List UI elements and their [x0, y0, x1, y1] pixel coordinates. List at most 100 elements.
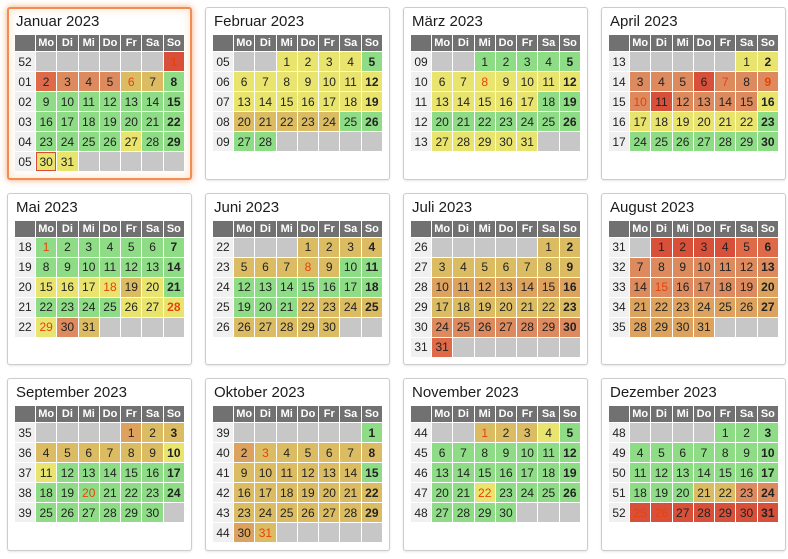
- weekday-header-mi: Mi: [672, 220, 693, 237]
- empty-day-cell: [517, 503, 538, 523]
- weekday-header-mi: Mi: [474, 406, 495, 423]
- empty-day-cell: [538, 503, 559, 523]
- weekday-header-mi: Mi: [78, 220, 99, 237]
- day-cell: 20: [78, 483, 99, 503]
- weekday-header-fr: Fr: [319, 406, 340, 423]
- day-cell: 11: [715, 257, 736, 277]
- day-cell: 12: [297, 463, 319, 483]
- day-cell: 28: [163, 297, 184, 317]
- day-cell: 16: [297, 92, 319, 111]
- week-number: 04: [15, 132, 35, 151]
- weekday-header-sa: Sa: [538, 220, 559, 237]
- weekday-header-do: Do: [693, 406, 715, 423]
- weekday-header-fr: Fr: [517, 406, 538, 423]
- day-cell: 8: [715, 443, 736, 463]
- empty-day-cell: [57, 52, 78, 71]
- day-cell: 26: [559, 112, 580, 131]
- day-cell: 27: [234, 132, 255, 151]
- week-number: 13: [411, 132, 431, 151]
- week-column-header: [15, 35, 35, 51]
- weekday-header-sa: Sa: [538, 35, 559, 51]
- week-number: 21: [15, 297, 35, 317]
- day-cell: 5: [672, 72, 693, 91]
- day-cell: 14: [340, 463, 361, 483]
- day-cell: 16: [234, 483, 255, 503]
- weekday-header-do: Do: [693, 35, 715, 51]
- empty-day-cell: [36, 423, 57, 443]
- weekday-header-mo: Mo: [432, 220, 453, 237]
- day-cell: 3: [163, 423, 184, 443]
- week-number: 28: [411, 277, 431, 297]
- weekday-header-mo: Mo: [234, 220, 255, 237]
- day-cell: 9: [495, 72, 517, 91]
- weekday-header-mi: Mi: [78, 406, 99, 423]
- day-cell: 7: [276, 257, 297, 277]
- day-cell: 10: [517, 443, 538, 463]
- week-number: 51: [609, 483, 629, 503]
- week-number: 31: [609, 237, 629, 257]
- empty-day-cell: [78, 52, 99, 71]
- week-number: 09: [411, 52, 431, 71]
- empty-day-cell: [453, 52, 474, 71]
- day-cell: 6: [757, 237, 778, 257]
- day-cell: 10: [517, 72, 538, 91]
- day-cell: 3: [630, 72, 651, 91]
- day-cell: 2: [57, 237, 78, 257]
- week-number: 48: [609, 423, 629, 443]
- day-cell: 9: [495, 443, 517, 463]
- month-panel-september-2023: September 2023 Mo Di Mi Do Fr Sa So 35 1 2 3 36 4 5 6 7 8…: [7, 378, 192, 551]
- day-cell: 16: [559, 277, 580, 297]
- week-number: 11: [411, 92, 431, 111]
- weekday-header-sa: Sa: [340, 406, 361, 423]
- weekday-header-so: So: [361, 406, 382, 423]
- week-number: 45: [411, 443, 431, 463]
- day-cell: 28: [99, 503, 121, 523]
- weekday-header-fr: Fr: [517, 35, 538, 51]
- day-cell: 24: [340, 297, 361, 317]
- weekday-header-di: Di: [255, 35, 276, 51]
- day-cell: 14: [99, 463, 121, 483]
- empty-day-cell: [276, 523, 297, 543]
- weekday-header-mi: Mi: [672, 35, 693, 51]
- weekday-header-mi: Mi: [78, 35, 99, 51]
- week-number: 47: [411, 483, 431, 503]
- empty-day-cell: [630, 237, 651, 257]
- empty-day-cell: [559, 503, 580, 523]
- week-number: 52: [15, 52, 35, 71]
- day-cell: 27: [432, 503, 453, 523]
- day-cell: 19: [672, 112, 693, 131]
- day-cell: 22: [276, 112, 297, 131]
- day-cell: 9: [234, 463, 255, 483]
- weekday-header-fr: Fr: [121, 220, 142, 237]
- day-cell: 18: [361, 277, 382, 297]
- empty-day-cell: [121, 52, 142, 71]
- week-number: 26: [411, 237, 431, 257]
- weekday-header-di: Di: [651, 220, 672, 237]
- day-cell: 6: [255, 257, 276, 277]
- weekday-header-mi: Mi: [276, 406, 297, 423]
- day-cell: 18: [99, 277, 121, 297]
- day-cell: 25: [538, 483, 559, 503]
- empty-day-cell: [57, 423, 78, 443]
- weekday-header-mi: Mi: [276, 35, 297, 51]
- weekday-header-do: Do: [99, 35, 121, 51]
- day-cell: 23: [757, 112, 778, 131]
- day-cell: 17: [163, 463, 184, 483]
- day-cell: 29: [651, 317, 672, 337]
- day-cell: 21: [340, 483, 361, 503]
- day-cell: 18: [78, 112, 99, 131]
- week-number: 44: [411, 423, 431, 443]
- day-cell: 7: [99, 443, 121, 463]
- day-cell: 4: [538, 423, 559, 443]
- day-cell: 17: [517, 463, 538, 483]
- day-cell: 30: [142, 503, 163, 523]
- weekday-header-so: So: [163, 220, 184, 237]
- day-cell: 20: [255, 297, 276, 317]
- day-cell: 16: [736, 463, 757, 483]
- day-cell: 27: [121, 132, 142, 151]
- day-cell: 26: [297, 503, 319, 523]
- empty-day-cell: [340, 423, 361, 443]
- day-cell: 16: [57, 277, 78, 297]
- day-cell: 16: [495, 463, 517, 483]
- day-cell: 3: [757, 423, 778, 443]
